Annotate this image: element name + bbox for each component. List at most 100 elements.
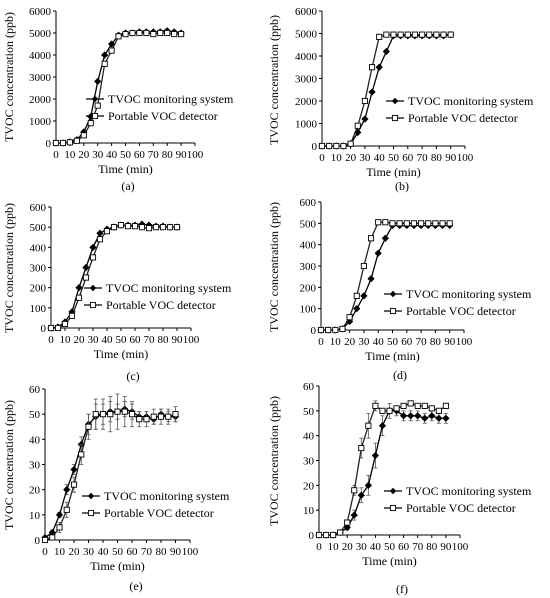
data-point — [63, 506, 70, 513]
data-point — [428, 405, 435, 412]
series-line — [56, 30, 182, 144]
data-point — [367, 275, 375, 283]
x-axis-title: Time (min) — [90, 559, 145, 573]
data-point — [344, 519, 351, 526]
y-axis-title: TVOC concentration (ppb) — [2, 400, 16, 530]
data-point — [357, 491, 365, 499]
data-point — [410, 220, 418, 227]
data-point — [435, 407, 442, 414]
y-tick-label: 50 — [303, 406, 315, 418]
y-tick-label: 1000 — [295, 119, 318, 131]
data-point — [52, 139, 60, 147]
x-tick-label: 90 — [440, 541, 452, 553]
data-point — [397, 31, 404, 38]
data-point — [108, 47, 115, 54]
data-point — [87, 120, 94, 127]
data-point — [400, 402, 407, 409]
data-point — [92, 411, 99, 418]
x-tick-label: 70 — [416, 336, 428, 348]
data-point — [171, 31, 178, 38]
legend-label: TVOC monitoring system — [406, 484, 532, 498]
x-tick-label: 0 — [316, 541, 322, 553]
x-tick-label: 50 — [112, 546, 124, 558]
y-tick-label: 300 — [300, 261, 317, 273]
data-point — [75, 294, 83, 301]
legend-marker — [391, 97, 399, 105]
y-tick-label: 50 — [29, 409, 41, 421]
data-point — [433, 31, 440, 38]
y-tick-label: 5000 — [29, 28, 52, 40]
data-point — [75, 284, 83, 292]
legend-marker — [391, 114, 399, 122]
data-point — [350, 511, 358, 519]
data-point — [339, 325, 346, 332]
x-tick-label: 30 — [88, 334, 100, 346]
y-tick-label: 20 — [303, 480, 315, 492]
y-tick-label: 0 — [35, 535, 41, 547]
data-point — [70, 465, 78, 474]
data-point — [94, 77, 102, 86]
data-point — [340, 142, 347, 150]
data-point — [354, 122, 361, 129]
data-point — [421, 402, 428, 409]
y-tick-label: 0 — [311, 325, 317, 337]
y-axis-title: TVOC concentration (ppb) — [2, 203, 16, 333]
data-point — [358, 445, 365, 452]
data-point — [425, 220, 432, 227]
data-point — [82, 263, 90, 272]
data-point — [61, 320, 69, 328]
data-point — [396, 220, 403, 227]
data-point — [330, 531, 337, 539]
data-point — [115, 33, 122, 40]
data-point — [89, 243, 97, 251]
data-point — [379, 407, 386, 414]
data-point — [386, 407, 393, 414]
x-tick-label: 10 — [60, 334, 72, 346]
data-point — [85, 423, 92, 430]
legend-label: TVOC monitoring system — [104, 489, 230, 503]
x-axis-title: Time (min) — [366, 165, 421, 179]
data-point — [353, 292, 360, 299]
data-point — [364, 481, 372, 489]
y-tick-label: 500 — [300, 218, 317, 230]
x-tick-label: 50 — [387, 336, 399, 348]
legend-marker — [87, 492, 95, 500]
x-tick-label: 90 — [445, 152, 457, 164]
x-tick-label: 30 — [359, 152, 371, 164]
y-tick-label: 400 — [30, 242, 47, 254]
data-point — [136, 29, 143, 37]
legend-marker — [89, 284, 97, 292]
legend-entry: TVOC monitoring system — [84, 281, 232, 295]
data-point — [360, 292, 368, 300]
data-point — [73, 137, 80, 144]
data-point — [407, 400, 414, 407]
y-tick-label: 60 — [303, 381, 315, 393]
x-axis-title: Time (min) — [98, 162, 153, 176]
chart-panel-1: 0 1000 2000 3000 4000 5000 6000 0 10 20 30 40 50 60 70… — [267, 6, 534, 193]
y-tick-label: 5000 — [295, 29, 318, 41]
data-point — [389, 220, 396, 227]
x-tick-label: 0 — [42, 546, 48, 558]
data-point — [371, 451, 380, 460]
data-point — [414, 412, 422, 420]
x-tick-label: 80 — [162, 149, 174, 161]
y-tick-label: 4000 — [29, 50, 52, 62]
x-tick-label: 30 — [92, 149, 104, 161]
data-point — [360, 262, 367, 270]
x-tick-label: 90 — [176, 149, 188, 161]
legend-marker — [91, 95, 99, 103]
panel-label: (e) — [129, 579, 142, 593]
data-point — [369, 64, 376, 71]
series-line — [56, 32, 182, 144]
x-tick-label: 50 — [384, 541, 396, 553]
x-tick-label: 70 — [412, 541, 424, 553]
data-point — [372, 402, 379, 409]
data-point — [131, 223, 139, 230]
y-tick-label: 100 — [30, 303, 47, 315]
data-point — [419, 31, 426, 38]
data-point — [103, 228, 111, 235]
data-point — [374, 249, 382, 257]
y-tick-label: 1000 — [29, 116, 52, 128]
x-tick-label: 40 — [106, 149, 118, 161]
